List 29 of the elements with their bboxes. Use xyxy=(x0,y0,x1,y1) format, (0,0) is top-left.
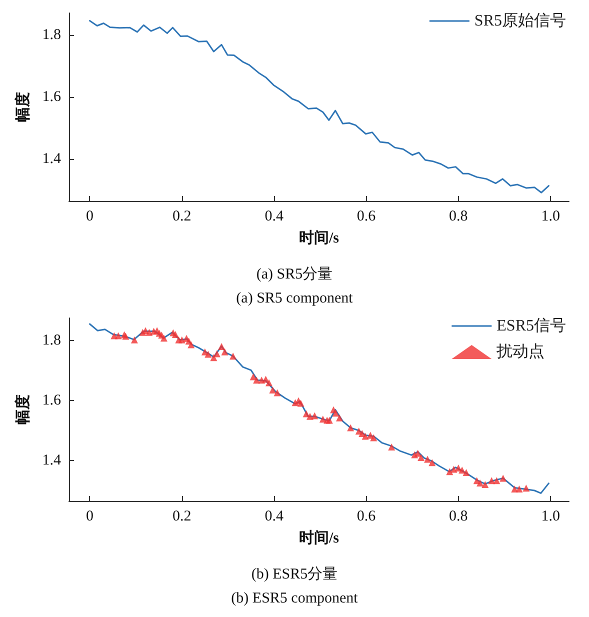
x-tick-label: 1.0 xyxy=(541,208,560,224)
y-axis-title: 幅度 xyxy=(14,394,32,424)
x-tick-label: 0 xyxy=(86,208,94,224)
y-tick-label: 1.6 xyxy=(42,88,62,105)
x-tick-label: 0.6 xyxy=(356,508,376,524)
x-tick-label: 0.4 xyxy=(264,508,284,524)
y-tick-label: 1.4 xyxy=(42,452,62,468)
x-tick-label: 0 xyxy=(86,508,94,524)
x-tick-label: 0.6 xyxy=(356,208,376,224)
x-tick-label: 0.8 xyxy=(449,208,468,224)
text: (b) ESR5分量 xyxy=(251,566,338,582)
x-tick-label: 0.2 xyxy=(172,208,192,224)
x-axis-title: 时间/s xyxy=(298,530,340,546)
text: (a) SR5 component xyxy=(236,290,354,306)
y-tick-label: 1.6 xyxy=(42,392,62,408)
x-tick-label: 0.2 xyxy=(172,508,192,524)
y-axis-title: 幅度 xyxy=(14,92,32,122)
y-tick-label: 1.4 xyxy=(42,151,62,168)
text: (b) ESR5 component xyxy=(231,590,359,606)
x-tick-label: 0.4 xyxy=(264,208,284,224)
legend-label: ESR5信号 xyxy=(496,318,566,334)
legend-label: 扰动点 xyxy=(496,342,545,360)
y-tick-label: 1.8 xyxy=(42,332,61,348)
text: (a) SR5分量 xyxy=(256,266,333,282)
legend-label: SR5原始信号 xyxy=(474,12,566,30)
x-tick-label: 1.0 xyxy=(541,508,560,524)
x-axis-title: 时间/s xyxy=(298,230,340,246)
x-tick-label: 0.8 xyxy=(449,508,468,524)
y-tick-label: 1.8 xyxy=(42,26,61,43)
